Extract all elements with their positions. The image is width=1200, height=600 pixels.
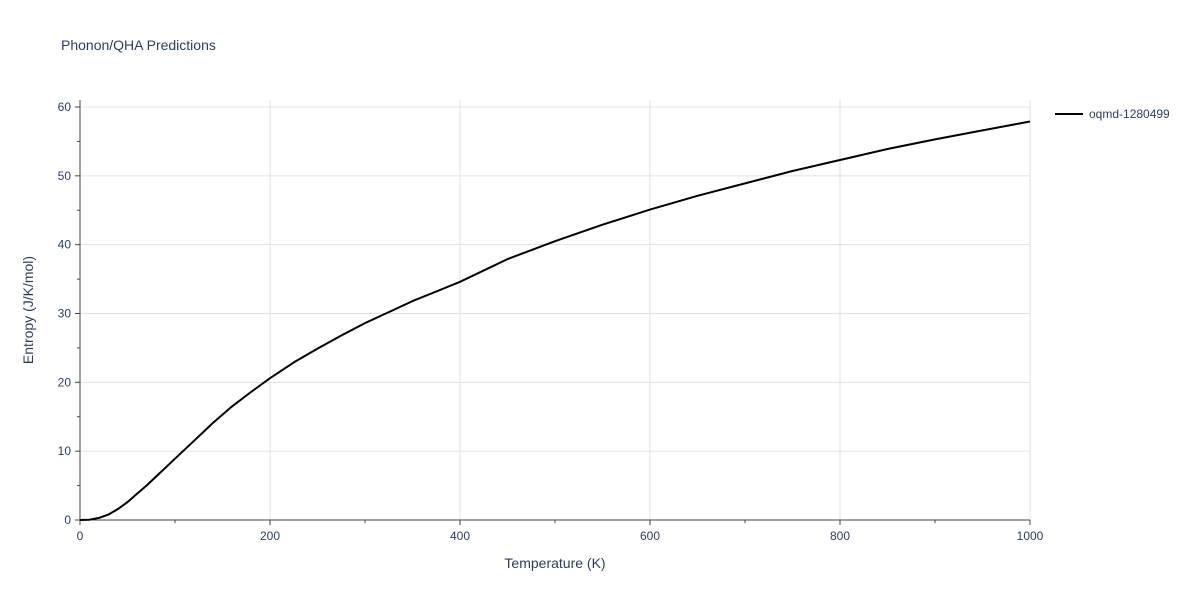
x-tick-label: 800	[830, 529, 850, 543]
y-tick-label: 30	[58, 307, 72, 321]
grid-layer	[80, 100, 1031, 520]
y-tick-label: 0	[64, 513, 71, 527]
legend-label: oqmd-1280499	[1089, 107, 1170, 121]
data-layer	[79, 120, 1031, 521]
legend: oqmd-1280499	[1055, 107, 1170, 121]
x-tick-label: 1000	[1017, 529, 1044, 543]
y-tick-label: 40	[58, 238, 72, 252]
x-tick-label: 0	[77, 529, 84, 543]
x-tick-label: 400	[450, 529, 470, 543]
x-axis-title: Temperature (K)	[504, 555, 605, 571]
y-tick-label: 20	[58, 375, 72, 389]
y-tick-label: 60	[58, 100, 72, 114]
chart-title: Phonon/QHA Predictions	[61, 37, 216, 53]
y-tick-label: 50	[58, 169, 72, 183]
series-line-oqmd-1280499	[79, 120, 1031, 521]
y-axis-title: Entropy (J/K/mol)	[20, 256, 36, 364]
x-tick-label: 600	[640, 529, 660, 543]
y-tick-label: 10	[58, 444, 72, 458]
x-tick-label: 200	[260, 529, 280, 543]
axes-layer: 0 200 400 600 800 1000 0 10 20 30 40 50 60	[58, 100, 1044, 543]
